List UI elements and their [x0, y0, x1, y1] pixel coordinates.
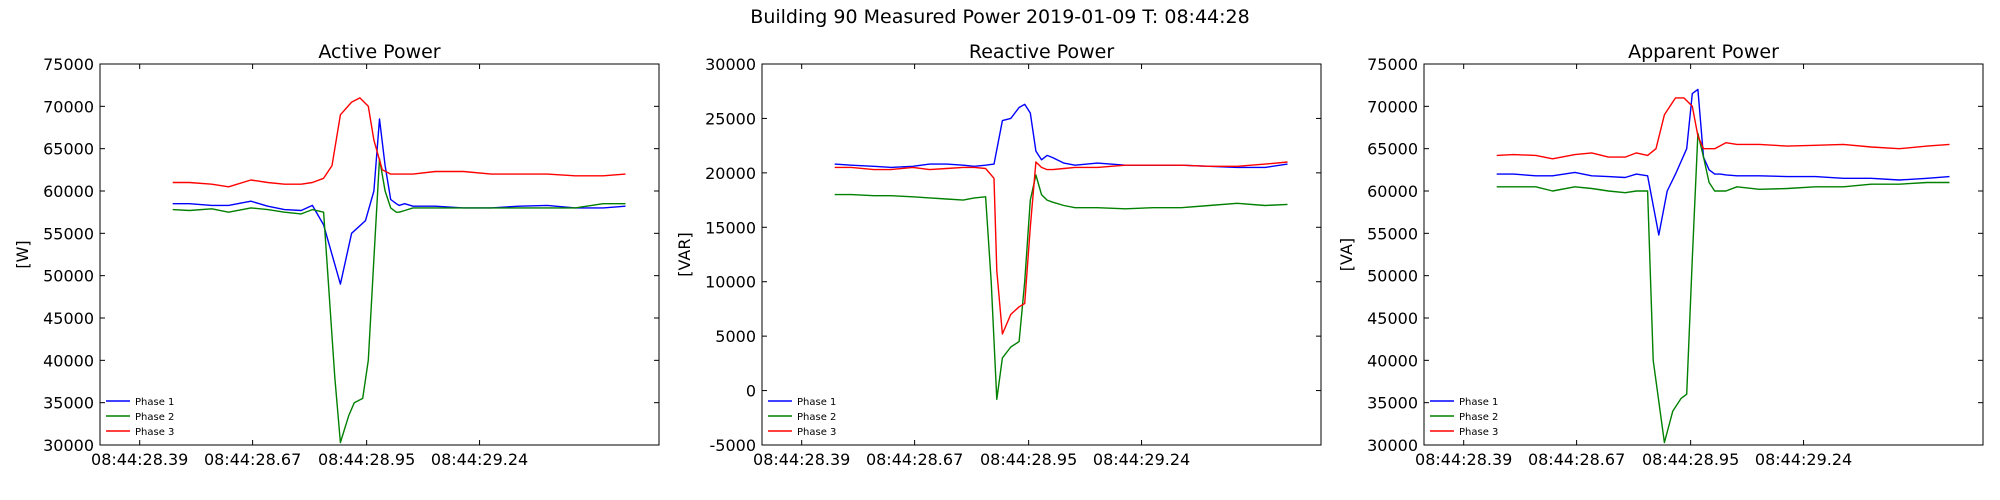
y-tick-label: 70000 [1367, 97, 1418, 116]
y-tick-label: 30000 [43, 436, 94, 455]
y-tick-label: 40000 [1367, 351, 1418, 370]
y-axis-label: [VA] [1337, 238, 1356, 271]
series-line-phase-3 [1496, 97, 1950, 160]
y-tick-label: 20000 [705, 164, 756, 183]
subplot-title: Reactive Power [969, 41, 1114, 63]
legend: Phase 1 Phase 2 Phase 3 [1430, 397, 1498, 438]
plot-frame [761, 63, 1322, 446]
y-tick-label: 10000 [705, 273, 756, 292]
y-tick-label: -5000 [710, 436, 757, 455]
y-tick-label: 65000 [43, 140, 94, 159]
legend-label: Phase 3 [135, 427, 174, 438]
y-tick-label: 70000 [43, 97, 94, 116]
series-line-phase-3 [172, 97, 626, 188]
legend-label: Phase 2 [135, 412, 174, 423]
series-line-phase-2 [1496, 132, 1950, 444]
subplot-2: -5000 0 5000 10000 15000 20000 25000 30000 08:44… [675, 41, 1322, 469]
series-line-phase-1 [172, 118, 626, 285]
plot-frame [99, 63, 660, 446]
legend: Phase 1 Phase 2 Phase 3 [106, 397, 174, 438]
legend-label: Phase 2 [797, 412, 836, 423]
x-tick-label: 08:44:29.24 [1755, 450, 1852, 469]
x-tick-label: 08:44:28.95 [318, 450, 415, 469]
subplot-3: 30000 35000 40000 45000 50000 55000 60000 65000… [1337, 41, 1984, 469]
y-tick-label: 50000 [1367, 267, 1418, 286]
legend-label: Phase 3 [797, 427, 836, 438]
y-tick-label: 30000 [705, 55, 756, 74]
plot-frame [1423, 63, 1984, 446]
y-tick-label: 15000 [705, 218, 756, 237]
figure-title: Building 90 Measured Power 2019-01-09 T:… [750, 6, 1250, 28]
y-tick-label: 50000 [43, 267, 94, 286]
x-tick-label: 08:44:28.67 [204, 450, 301, 469]
subplot-title: Apparent Power [1628, 41, 1779, 63]
x-tick-label: 08:44:28.39 [1415, 450, 1512, 469]
y-axis-label: [VAR] [675, 232, 694, 276]
y-tick-label: 55000 [43, 224, 94, 243]
series-line-phase-1 [834, 103, 1288, 169]
legend: Phase 1 Phase 2 Phase 3 [768, 397, 836, 438]
y-tick-label: 75000 [1367, 55, 1418, 74]
y-tick-label: 35000 [43, 394, 94, 413]
y-tick-label: 60000 [1367, 182, 1418, 201]
y-tick-label: 75000 [43, 55, 94, 74]
y-tick-label: 45000 [1367, 309, 1418, 328]
y-tick-label: 65000 [1367, 140, 1418, 159]
x-tick-label: 08:44:29.24 [431, 450, 528, 469]
series-line-phase-1 [1496, 88, 1950, 236]
subplot-title: Active Power [318, 41, 440, 63]
y-tick-label: 40000 [43, 351, 94, 370]
x-tick-label: 08:44:28.95 [1642, 450, 1739, 469]
y-tick-label: 60000 [43, 182, 94, 201]
series-line-phase-2 [172, 158, 626, 444]
x-tick-label: 08:44:29.24 [1093, 450, 1190, 469]
legend-label: Phase 2 [1459, 412, 1498, 423]
y-tick-label: 45000 [43, 309, 94, 328]
series-line-phase-2 [834, 174, 1288, 400]
legend-label: Phase 1 [797, 397, 836, 408]
legend-label: Phase 3 [1459, 427, 1498, 438]
series-line-phase-3 [834, 161, 1288, 335]
y-tick-label: 55000 [1367, 224, 1418, 243]
legend-label: Phase 1 [1459, 397, 1498, 408]
y-tick-label: 30000 [1367, 436, 1418, 455]
x-tick-label: 08:44:28.39 [753, 450, 850, 469]
x-tick-label: 08:44:28.95 [980, 450, 1077, 469]
y-axis-label: [W] [13, 240, 32, 268]
x-tick-label: 08:44:28.67 [866, 450, 963, 469]
x-tick-label: 08:44:28.39 [91, 450, 188, 469]
y-tick-label: 0 [746, 382, 756, 401]
y-tick-label: 5000 [715, 327, 756, 346]
subplot-1: 30000 35000 40000 45000 50000 55000 60000 65000… [13, 41, 660, 469]
y-tick-label: 35000 [1367, 394, 1418, 413]
x-tick-label: 08:44:28.67 [1528, 450, 1625, 469]
legend-label: Phase 1 [135, 397, 174, 408]
y-tick-label: 25000 [705, 109, 756, 128]
